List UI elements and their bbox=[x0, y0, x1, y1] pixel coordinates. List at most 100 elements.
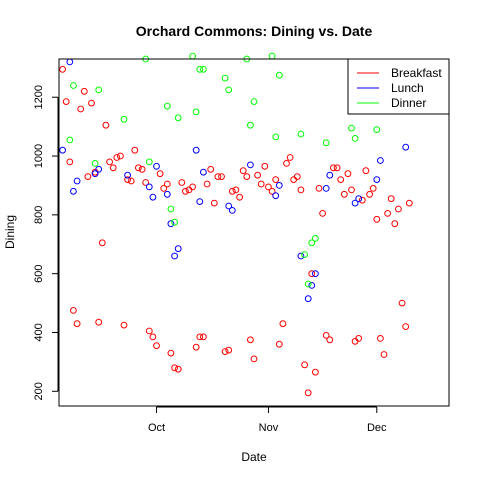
data-point bbox=[163, 190, 171, 198]
data-point bbox=[228, 187, 236, 195]
plot-frame bbox=[58, 58, 450, 407]
data-point bbox=[348, 186, 355, 194]
data-point bbox=[275, 182, 283, 189]
data-point bbox=[308, 239, 316, 247]
data-point bbox=[268, 187, 276, 195]
data-point bbox=[236, 193, 244, 201]
data-point bbox=[167, 205, 175, 213]
data-point bbox=[73, 320, 81, 328]
data-point bbox=[163, 180, 171, 188]
data-point bbox=[153, 342, 160, 350]
data-point bbox=[163, 102, 171, 110]
data-point bbox=[373, 215, 381, 223]
data-point bbox=[340, 190, 348, 198]
data-point bbox=[102, 121, 110, 129]
data-point bbox=[62, 98, 70, 105]
data-point bbox=[250, 98, 258, 105]
data-point bbox=[153, 162, 160, 170]
data-point bbox=[358, 196, 366, 204]
data-point bbox=[247, 161, 254, 169]
data-point bbox=[225, 346, 233, 354]
data-point bbox=[70, 82, 77, 89]
data-point bbox=[113, 154, 121, 161]
data-point bbox=[366, 190, 374, 198]
chart-title: Orchard Commons: Dining vs. Date bbox=[136, 23, 373, 39]
data-point bbox=[304, 280, 312, 288]
data-point bbox=[228, 207, 236, 214]
data-point bbox=[293, 173, 301, 181]
data-point bbox=[59, 146, 66, 154]
data-point bbox=[124, 176, 131, 184]
data-point bbox=[373, 176, 381, 184]
y-axis: 200 400 600 800 1000 1200 bbox=[33, 85, 59, 400]
series-dinner bbox=[66, 52, 381, 288]
data-point bbox=[304, 389, 312, 397]
data-point bbox=[283, 160, 290, 167]
data-point bbox=[200, 65, 207, 73]
data-point bbox=[268, 52, 276, 60]
data-point bbox=[189, 183, 197, 191]
data-point bbox=[200, 168, 207, 176]
data-point bbox=[207, 165, 215, 173]
data-point bbox=[200, 333, 207, 341]
data-point bbox=[120, 321, 128, 329]
data-point bbox=[124, 171, 131, 179]
data-point bbox=[398, 299, 406, 307]
data-point bbox=[145, 183, 153, 191]
data-point bbox=[308, 270, 316, 278]
x-tick-label: Nov bbox=[259, 422, 279, 434]
data-point bbox=[377, 335, 384, 342]
data-point bbox=[326, 171, 334, 179]
data-point bbox=[171, 252, 179, 260]
y-tick-label: 1200 bbox=[33, 85, 45, 109]
data-point bbox=[348, 124, 355, 132]
data-point bbox=[308, 282, 316, 289]
y-tick-label: 1000 bbox=[33, 144, 45, 168]
data-point bbox=[66, 136, 74, 144]
data-point bbox=[142, 179, 150, 186]
data-point bbox=[265, 183, 272, 191]
data-point bbox=[322, 185, 330, 192]
data-point bbox=[377, 157, 384, 164]
data-point bbox=[59, 65, 66, 73]
data-point bbox=[196, 198, 204, 206]
data-point bbox=[384, 210, 392, 217]
data-point bbox=[247, 336, 254, 344]
data-point bbox=[402, 143, 410, 151]
data-point bbox=[95, 165, 103, 173]
data-point bbox=[261, 162, 269, 170]
data-point bbox=[312, 368, 319, 376]
data-point bbox=[210, 199, 218, 207]
data-point bbox=[257, 180, 265, 188]
data-point bbox=[178, 179, 186, 186]
data-point bbox=[362, 167, 370, 175]
data-point bbox=[95, 318, 103, 326]
data-point bbox=[138, 165, 146, 173]
data-point bbox=[315, 185, 323, 192]
y-tick-label: 200 bbox=[33, 382, 45, 400]
series-lunch bbox=[59, 58, 410, 303]
data-point bbox=[117, 152, 124, 160]
data-point bbox=[120, 115, 128, 123]
legend-label: Breakfast bbox=[391, 66, 442, 80]
data-point bbox=[149, 193, 157, 201]
series-breakfast bbox=[59, 65, 413, 397]
y-tick-label: 800 bbox=[33, 206, 45, 224]
data-point bbox=[77, 105, 85, 113]
y-tick-label: 600 bbox=[33, 264, 45, 282]
data-point bbox=[301, 251, 309, 259]
data-point bbox=[272, 133, 280, 141]
data-point bbox=[312, 270, 319, 278]
data-point bbox=[369, 185, 377, 192]
data-point bbox=[254, 171, 262, 179]
data-point bbox=[160, 185, 168, 192]
x-axis: Oct Nov Dec bbox=[148, 406, 387, 434]
data-point bbox=[218, 173, 225, 181]
data-point bbox=[88, 99, 95, 107]
data-point bbox=[250, 355, 258, 363]
data-point bbox=[66, 58, 74, 66]
data-point bbox=[98, 239, 106, 247]
data-point bbox=[95, 86, 103, 94]
data-point bbox=[351, 199, 359, 207]
